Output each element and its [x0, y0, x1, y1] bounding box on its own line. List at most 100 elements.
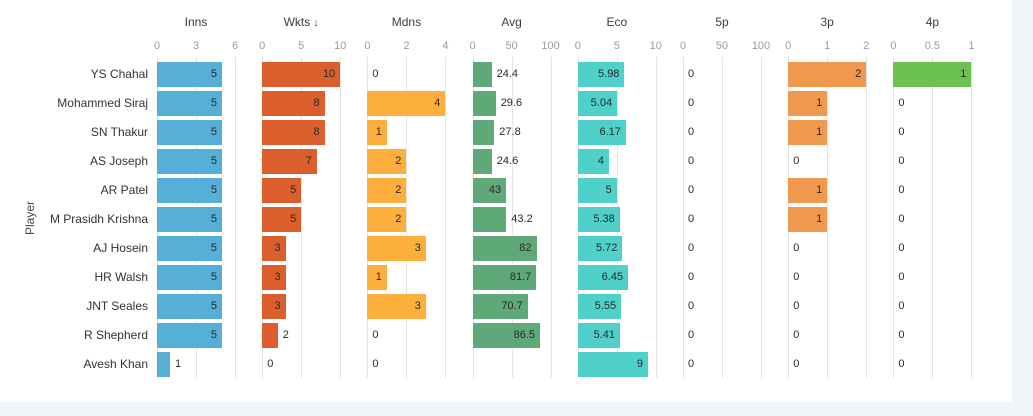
bar-value-label: 86.5	[513, 328, 536, 341]
bowling-stats-chart-card: Player YS Chahal Mohammed Siraj SN Thakur A…	[0, 0, 1012, 402]
bar-value-label: 4	[434, 96, 441, 109]
bar-value-label: 3	[414, 299, 421, 312]
bar-value-label: 0	[267, 358, 274, 370]
bar-value-label: 0	[688, 270, 695, 283]
bar-value-label: 5.72	[595, 241, 618, 254]
axis-tick-label: 0	[469, 40, 476, 52]
gridline	[722, 57, 723, 378]
bar-value-label: 1	[175, 358, 182, 370]
bar	[788, 61, 867, 87]
bar	[577, 119, 626, 145]
bar-value-label: 4	[597, 154, 604, 167]
bar	[788, 90, 828, 116]
bar-value-label: 5	[210, 67, 217, 80]
axis-tick-label: 100	[541, 40, 560, 52]
gridline	[827, 57, 829, 378]
axis-tick-label: 50	[715, 40, 729, 52]
bar-value-label: 5	[210, 154, 217, 167]
player-label: SN Thakur	[90, 124, 148, 139]
bar-value-label: 1	[816, 183, 823, 196]
bar-value-label: 0	[898, 154, 905, 167]
bar	[367, 90, 446, 116]
bar-value-label: 0	[898, 183, 905, 196]
axis-tick-label: 10	[649, 40, 662, 52]
column-header-label: Wkts	[283, 15, 311, 29]
column-header-avg[interactable]: Avg	[473, 15, 551, 29]
bar-value-label: 5	[290, 212, 297, 225]
bar-value-label: 0	[898, 212, 905, 225]
gridline	[445, 57, 447, 378]
bar-value-label: 5.55	[594, 299, 617, 312]
column-header-4p[interactable]: 4p	[893, 15, 971, 29]
bar	[367, 293, 426, 319]
bar-value-label: 0	[688, 67, 695, 80]
axis-tick-label: 0	[890, 40, 897, 52]
bar	[577, 264, 629, 290]
bar	[472, 235, 537, 261]
bar-value-label: 70.7	[501, 299, 523, 312]
bar-value-label: 9	[636, 358, 643, 370]
column-header-mdns[interactable]: Mdns	[367, 15, 445, 29]
gridline	[932, 57, 934, 378]
gridline	[893, 57, 895, 378]
column-header-label: 4p	[925, 15, 940, 29]
player-label: HR Walsh	[94, 269, 148, 284]
bar-value-label: 1	[816, 96, 823, 109]
axis-tick-label: 0	[153, 40, 161, 52]
bar-value-label: 0	[372, 358, 379, 370]
bar-value-label: 3	[274, 241, 281, 254]
column-header-label: 3p	[820, 15, 834, 29]
bar	[157, 119, 222, 145]
bar-value-label: 5.98	[598, 67, 620, 80]
bar-value-label: 1	[375, 125, 382, 138]
column-header-label: Inns	[184, 15, 208, 29]
column-header-inns[interactable]: Inns	[157, 15, 235, 29]
bar	[577, 352, 648, 377]
bar	[262, 322, 278, 348]
bar	[472, 119, 495, 145]
bar-value-label: 0	[688, 96, 695, 109]
bar-value-label: 1	[816, 125, 823, 138]
bar	[788, 206, 828, 232]
axis-tick-label: 1	[824, 40, 831, 52]
bar	[577, 148, 609, 174]
bar-value-label: 5.04	[590, 96, 613, 109]
bar-value-label: 0	[898, 328, 905, 341]
bar-value-label: 0	[793, 270, 800, 283]
bar-value-label: 0	[793, 299, 800, 312]
bar-value-label: 2	[855, 67, 862, 80]
player-label: R Shepherd	[83, 327, 148, 342]
bar-value-label: 81.7	[509, 270, 532, 283]
bar	[472, 322, 541, 348]
gridline	[683, 57, 684, 378]
bar	[262, 119, 325, 145]
column-header-3p[interactable]: 3p	[788, 15, 866, 29]
column-header-wkts[interactable]: Wkts ↓	[262, 15, 340, 29]
bar	[472, 206, 507, 232]
bar-value-label: 0	[688, 358, 695, 370]
column-header-5p[interactable]: 5p	[683, 15, 761, 29]
bar-value-label: 5	[210, 96, 217, 109]
bar-value-label: 0	[898, 299, 905, 312]
bar	[262, 177, 302, 203]
bar-value-label: 82	[519, 241, 532, 254]
column-header-eco[interactable]: Eco	[578, 15, 656, 29]
bar-value-label: 0	[898, 125, 905, 138]
gridline	[406, 57, 408, 378]
axis-tick-label: 2	[863, 40, 870, 52]
bar-value-label: 0	[372, 67, 379, 80]
bar	[157, 235, 222, 261]
gridline	[235, 57, 236, 378]
bar	[893, 61, 972, 87]
bar	[157, 352, 170, 377]
bar	[788, 119, 828, 145]
bar-value-label: 5	[210, 241, 217, 254]
gridline	[340, 57, 342, 378]
axis-tick-label: 0	[785, 40, 792, 52]
player-label: JNT Seales	[86, 298, 148, 313]
gridline	[550, 57, 552, 378]
bar	[157, 177, 222, 203]
player-label: AS Joseph	[89, 153, 148, 168]
sort-desc-icon: ↓	[310, 17, 319, 29]
bar-value-label: 0	[898, 358, 905, 370]
